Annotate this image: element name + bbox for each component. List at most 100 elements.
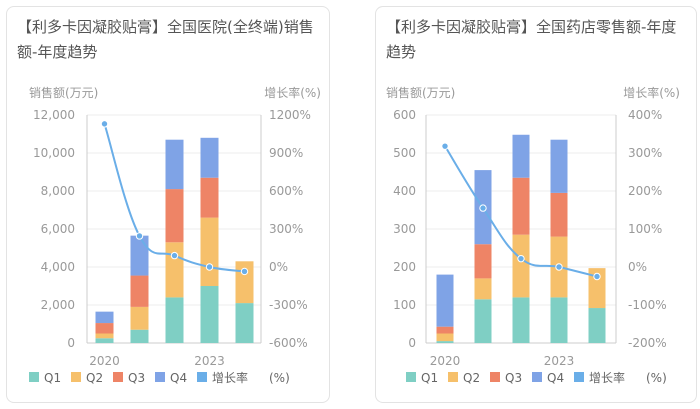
legend-swatch-growth-rate	[197, 372, 207, 382]
bar-q1-2020	[130, 329, 149, 343]
bar-q1-2022	[550, 297, 568, 343]
x-tick-label: 2020	[89, 354, 120, 368]
bar-q2-2021	[512, 234, 530, 298]
growth-rate-point-2020	[135, 232, 144, 240]
y2-tick-label: 300%	[628, 146, 662, 160]
y-tick-label: 200	[393, 260, 416, 274]
y2-tick-label: 900%	[269, 146, 303, 160]
legend-label: 增长率	[589, 370, 625, 385]
bar-q1-2019	[95, 338, 114, 343]
bar-q2-2019	[436, 333, 454, 342]
bar-q3-2021	[165, 189, 184, 243]
y2-axis-title: 增长率(%)	[623, 85, 680, 100]
bar-q4-2022	[550, 139, 568, 193]
bar-q2-2020	[474, 278, 492, 300]
growth-rate-point-2019	[441, 142, 449, 150]
legend-label: Q1	[44, 371, 61, 385]
bar-q2-2023	[588, 268, 606, 309]
bar-q3-2022	[550, 192, 568, 237]
y2-tick-label: -600%	[269, 336, 308, 350]
chart-panel-hospital: 【利多卡因凝胶贴膏】全国医院(全终端)销售额-年度趋势 销售额(万元) 增长率(%…	[6, 6, 330, 403]
y-tick-label: 8,000	[41, 184, 75, 198]
legend-swatch-q1	[29, 372, 39, 382]
y-tick-label: 12,000	[33, 108, 75, 122]
chart-svg-hospital: 销售额(万元) 增长率(%)0 -600%2,000 -300%4,000 0%6,00…	[29, 85, 321, 385]
legend-label: 增长率	[212, 370, 248, 385]
bar-q3-2020	[474, 244, 492, 279]
y-tick-label: 2,000	[41, 298, 75, 312]
growth-rate-point-2022	[205, 263, 214, 271]
legend-swatch-growth-rate	[574, 372, 584, 382]
bar-q3-2019	[436, 326, 454, 334]
bar-q3-2019	[95, 323, 114, 334]
growth-rate-point-2020	[479, 204, 487, 212]
y-axis-title: 销售额(万元)	[386, 85, 455, 100]
growth-rate-point-2019	[100, 120, 109, 128]
y2-tick-label: 100%	[628, 222, 662, 236]
y2-tick-label: 600%	[269, 184, 303, 198]
bar-q3-2021	[512, 177, 530, 235]
y2-tick-label: 1200%	[269, 108, 311, 122]
legend-label: Q2	[86, 371, 103, 385]
legend-swatch-q2	[448, 372, 458, 382]
y2-axis-title: 增长率(%)	[264, 85, 321, 100]
legend-label: Q3	[128, 371, 145, 385]
bar-q1-2020	[474, 299, 492, 343]
chart-svg-pharmacy: 销售额(万元) 增长率(%)0 -200%100 -100%200 0%300 100%4…	[386, 85, 680, 385]
bar-q4-2019	[436, 274, 454, 327]
bar-q2-2020	[130, 306, 149, 330]
legend-label: Q3	[505, 371, 522, 385]
bar-q2-2021	[165, 242, 184, 298]
legend-swatch-q4	[532, 372, 542, 382]
bar-q3-2020	[130, 275, 149, 307]
legend-label: Q2	[463, 371, 480, 385]
x-tick-label: 2023	[194, 354, 225, 368]
bar-q2-2023	[235, 261, 254, 304]
legend-unit: (%)	[646, 371, 667, 385]
bar-q4-2019	[95, 311, 114, 324]
x-tick-label: 2023	[544, 354, 575, 368]
y2-tick-label: 300%	[269, 222, 303, 236]
y-tick-label: 4,000	[41, 260, 75, 274]
y-tick-label: 100	[393, 298, 416, 312]
bar-q1-2021	[165, 297, 184, 343]
y2-tick-label: -100%	[628, 298, 667, 312]
legend-label: Q1	[421, 371, 438, 385]
growth-rate-point-2022	[555, 263, 563, 271]
bar-q1-2023	[235, 303, 254, 343]
bar-q4-2020	[130, 235, 149, 276]
legend-swatch-q2	[71, 372, 81, 382]
legend-swatch-q3	[490, 372, 500, 382]
y-axis-title: 销售额(万元)	[29, 85, 98, 100]
legend-unit: (%)	[269, 371, 290, 385]
legend-swatch-q3	[113, 372, 123, 382]
legend-swatch-q1	[406, 372, 416, 382]
bar-q1-2022	[200, 286, 219, 343]
bar-q4-2021	[165, 139, 184, 190]
y-tick-label: 300	[393, 222, 416, 236]
chart-panel-pharmacy: 【利多卡因凝胶贴膏】全国药店零售额-年度趋势 销售额(万元) 增长率(%) 0 -20…	[375, 6, 697, 403]
growth-rate-point-2023	[593, 272, 601, 281]
legend-label: Q4	[170, 371, 187, 385]
growth-rate-point-2021	[517, 254, 525, 263]
y2-tick-label: -200%	[628, 336, 667, 350]
y-tick-label: 400	[393, 184, 416, 198]
bar-q3-2022	[200, 177, 219, 218]
y-tick-label: 0	[67, 336, 75, 350]
growth-rate-point-2023	[240, 267, 249, 276]
y-tick-label: 0	[408, 336, 416, 350]
y2-tick-label: 0%	[628, 260, 647, 274]
y-tick-label: 500	[393, 146, 416, 160]
chart-title: 【利多卡因凝胶贴膏】全国药店零售额-年度趋势	[386, 18, 677, 61]
bar-q1-2019	[436, 341, 454, 343]
y2-tick-label: 400%	[628, 108, 662, 122]
bar-q2-2022	[200, 217, 219, 286]
y-tick-label: 600	[393, 108, 416, 122]
y2-tick-label: 200%	[628, 184, 662, 198]
x-tick-label: 2020	[430, 354, 461, 368]
y-tick-label: 10,000	[33, 146, 75, 160]
y-tick-label: 6,000	[41, 222, 75, 236]
bar-q1-2021	[512, 297, 530, 343]
growth-rate-point-2021	[170, 251, 179, 260]
legend-label: Q4	[547, 371, 564, 385]
